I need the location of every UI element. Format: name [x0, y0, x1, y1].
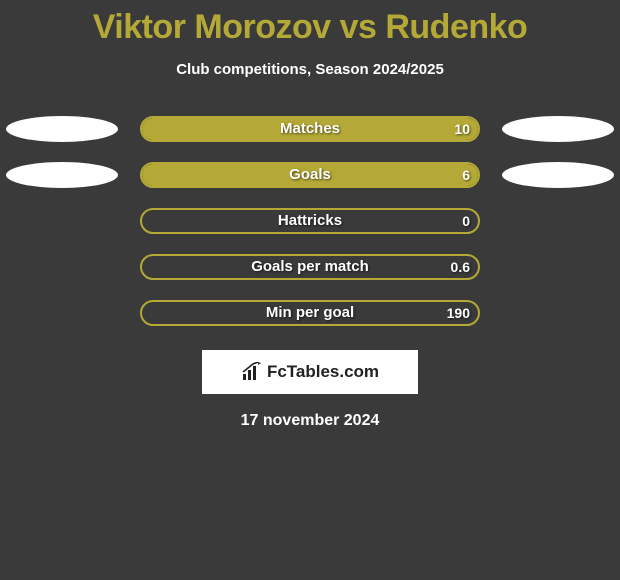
- stat-bar-fill: [142, 118, 478, 140]
- stat-bar-track: [140, 300, 480, 326]
- stat-row: Hattricks0: [0, 208, 620, 234]
- stats-area: Matches10 Goals6 Hattricks0 Goals per match…: [0, 116, 620, 326]
- chart-icon: [241, 362, 263, 382]
- page-subtitle: Club competitions, Season 2024/2025: [0, 61, 620, 78]
- player-right-marker: [502, 162, 614, 188]
- stat-bar-track: [140, 254, 480, 280]
- logo-text: FcTables.com: [267, 362, 379, 382]
- stat-row: Min per goal190: [0, 300, 620, 326]
- page-title: Viktor Morozov vs Rudenko: [0, 0, 620, 47]
- stat-row: Goals6: [0, 162, 620, 188]
- date-text: 17 november 2024: [0, 412, 620, 430]
- stat-bar-fill: [142, 164, 478, 186]
- stat-row: Matches10: [0, 116, 620, 142]
- fctables-logo[interactable]: FcTables.com: [202, 350, 418, 394]
- stat-bar-track: [140, 162, 480, 188]
- player-left-marker: [6, 162, 118, 188]
- stat-row: Goals per match0.6: [0, 254, 620, 280]
- stat-bar-track: [140, 116, 480, 142]
- stat-bar-track: [140, 208, 480, 234]
- player-left-marker: [6, 116, 118, 142]
- player-right-marker: [502, 116, 614, 142]
